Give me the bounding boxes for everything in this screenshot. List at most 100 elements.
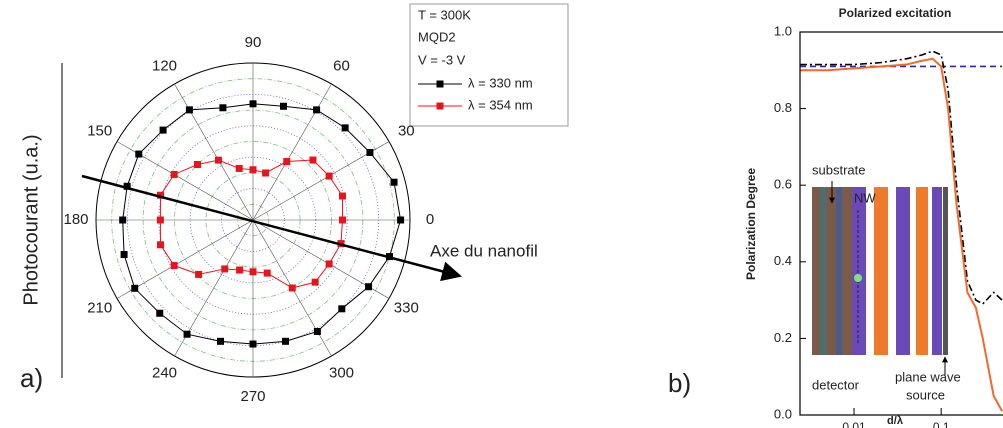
data-point [156, 216, 164, 224]
theta-tick-label: 180 [63, 211, 88, 228]
inset-label: plane wave [895, 369, 961, 384]
data-point [249, 166, 257, 174]
y-tick-label: 1.0 [774, 23, 792, 38]
data-point [311, 278, 319, 286]
panel-label: a) [20, 363, 43, 393]
theta-tick-label: 30 [398, 122, 415, 139]
data-point [236, 266, 244, 274]
data-point [219, 104, 227, 112]
data-point [263, 269, 271, 277]
data-point [338, 216, 346, 224]
inset-label: detector [812, 377, 860, 392]
grid-spoke [252, 141, 390, 221]
plot-frame [799, 31, 1003, 416]
data-point [193, 160, 201, 168]
data-point [156, 191, 164, 199]
inset-label: NW [854, 190, 876, 205]
data-point [156, 241, 164, 249]
inset: substrate NW detector plane wave source [812, 162, 961, 402]
stripe [874, 187, 888, 355]
theta-tick-label: 120 [152, 58, 177, 75]
nanowire [854, 274, 862, 282]
data-point [288, 284, 296, 292]
legend-title: MQD2 [418, 29, 456, 44]
y-tick-label: 0.4 [774, 253, 792, 268]
x-tick-label: 0.01 [842, 420, 866, 428]
y-axis-label: Polarization Degree [744, 168, 758, 280]
polar-overlay: Axe du nanofil [81, 174, 538, 282]
legend-marker [436, 102, 444, 110]
data-point [325, 260, 333, 268]
y-tick-label: 0.0 [774, 406, 792, 421]
data-point [156, 309, 164, 317]
inset-label: source [906, 387, 945, 402]
legend-label: λ = 354 nm [468, 97, 533, 112]
stripe [820, 187, 826, 355]
stripe [896, 187, 910, 355]
data-point [183, 330, 191, 338]
data-point [365, 283, 373, 291]
series-line [800, 57, 1003, 412]
source-bar [943, 187, 948, 355]
y-tick-label: 0.8 [774, 100, 792, 115]
nanowire-arrow [81, 174, 462, 282]
data-point [249, 268, 257, 276]
data-point [309, 156, 317, 164]
theta-tick-label: 240 [152, 364, 177, 381]
data-point [170, 262, 178, 270]
series-line [800, 50, 1003, 305]
theta-tick-label: 60 [333, 58, 350, 75]
data-point [390, 178, 398, 186]
chart-title: Polarized excitation [839, 6, 952, 20]
theta-tick-label: 210 [87, 299, 112, 316]
data-point [123, 182, 131, 190]
data-point [249, 100, 257, 108]
y-tick-label: 0.6 [774, 177, 792, 192]
x-axis-label: d/λ [887, 415, 903, 427]
data-point [282, 337, 290, 345]
panel-label: b) [668, 368, 691, 398]
r-axis-label: Photocourant (u.a.) [20, 134, 42, 305]
data-point [135, 150, 143, 158]
data-point [131, 284, 139, 292]
grid-spoke [116, 219, 254, 299]
theta-tick-label: 150 [87, 122, 112, 139]
grid-spoke [174, 83, 254, 221]
x-tick-label: 0.1 [933, 420, 950, 428]
stripe [916, 187, 928, 355]
y-tick-label: 0.2 [774, 330, 792, 345]
data-point [214, 156, 222, 164]
data-point [366, 148, 374, 156]
legend-marker [436, 80, 444, 88]
stripe [932, 187, 942, 355]
line-chart: b) Polarized excitation d/λ Polarization… [668, 6, 1003, 428]
data-point [279, 102, 287, 110]
data-point [313, 106, 321, 114]
stripe [812, 187, 852, 355]
legend-title: T = 300K [418, 7, 471, 22]
polar-chart: a) Photocourant (u.a.) T = 300K MQD2 V =… [20, 3, 569, 405]
data-point [249, 340, 257, 348]
theta-tick-label: 300 [329, 364, 354, 381]
data-point [235, 164, 243, 172]
legend-title: V = -3 V [418, 52, 466, 67]
theta-tick-label: 90 [245, 34, 262, 51]
legend-label: λ = 330 nm [468, 75, 533, 90]
annotation: Axe du nanofil [430, 241, 538, 260]
stripe [852, 187, 866, 355]
data-point [338, 192, 346, 200]
data-point [195, 270, 203, 278]
data-point [216, 337, 224, 345]
data-point [397, 216, 405, 224]
data-point [338, 305, 346, 313]
data-point [262, 169, 270, 177]
data-point [170, 170, 178, 178]
theta-tick-label: 0 [426, 211, 434, 228]
theta-tick-label: 330 [394, 299, 419, 316]
data-point [313, 327, 321, 335]
data-point [221, 265, 229, 273]
data-point [119, 216, 127, 224]
data-point [325, 172, 333, 180]
data-point [185, 106, 193, 114]
